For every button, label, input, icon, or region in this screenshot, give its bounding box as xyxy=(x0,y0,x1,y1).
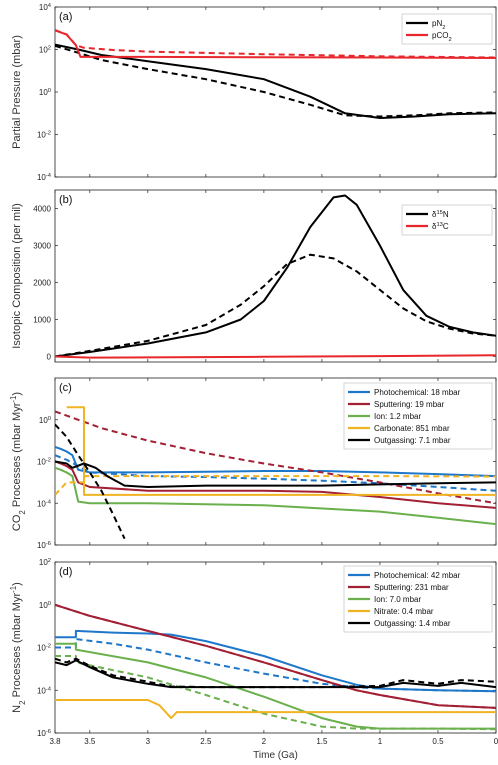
legend-entry: Ion: 7.0 mbar xyxy=(374,595,421,604)
y-axis-label: CO2 Processes (mbar Myr-1) xyxy=(9,392,27,531)
panel-label: (b) xyxy=(59,194,72,206)
y-tick-label: 4000 xyxy=(33,204,51,213)
panel-3: 100 10-2 10-4 10-6 (c) CO2 Processes (mbar My… xyxy=(9,377,497,550)
series-group xyxy=(55,406,496,540)
series-group xyxy=(55,194,496,359)
series-line-2 xyxy=(55,253,496,358)
legend-entry: Photochemical: 18 mbar xyxy=(374,388,461,397)
y-tick-label: 10-2 xyxy=(37,644,51,653)
x-tick-label: 0 xyxy=(494,737,498,746)
x-tick-label: 3.5 xyxy=(84,737,96,746)
axes-frame xyxy=(54,189,497,363)
y-tick-label: 100 xyxy=(39,416,51,425)
series-line-1 xyxy=(55,445,496,478)
series-line-2 xyxy=(55,638,496,693)
legend-box xyxy=(401,204,493,236)
x-tick-label: 1 xyxy=(378,737,383,746)
legend-entry: Outgassing: 1.4 mbar xyxy=(374,619,451,628)
y-axis-label: Partial Pressure (mbar) xyxy=(11,35,23,149)
legend: Photochemical: 18 mbar Sputtering: 19 mba… xyxy=(343,382,493,450)
x-tick-label: 2 xyxy=(262,737,267,746)
panel-2: 4000 3000 2000 1000 0 (b) Isotopic Composition… xyxy=(11,189,497,363)
series-line-3 xyxy=(55,354,496,359)
series-line-4 xyxy=(55,29,496,59)
series-line-7 xyxy=(55,699,496,720)
y-tick-label: 10-4 xyxy=(37,173,52,182)
series-line-8 xyxy=(55,659,496,689)
y-tick-label: 10-6 xyxy=(37,541,51,550)
series-line-3 xyxy=(55,460,496,509)
x-tick-label: 1.5 xyxy=(316,737,328,746)
y-tick-label: 10-2 xyxy=(37,458,51,467)
series-line-7 xyxy=(55,475,496,496)
legend-entry: pN2 xyxy=(432,19,445,31)
y-tick-label: 104 xyxy=(39,3,52,12)
series-line-9 xyxy=(55,657,496,689)
y-tick-label: 102 xyxy=(39,46,51,55)
legend-entry: Sputtering: 19 mbar xyxy=(374,400,445,409)
series-line-1 xyxy=(55,629,496,693)
series-line-1 xyxy=(55,43,496,119)
legend-box xyxy=(401,13,493,45)
x-tick-label: 3.8 xyxy=(49,737,61,746)
y-tick-label: 100 xyxy=(39,88,51,97)
legend-entry: δ13C xyxy=(432,222,449,231)
panel-label: (a) xyxy=(59,11,72,23)
series-group xyxy=(55,603,496,731)
legend-entry: Sputtering: 231 mbar xyxy=(374,583,449,592)
y-tick-label: 10-4 xyxy=(37,686,52,695)
series-line-1 xyxy=(55,194,496,358)
series-line-2 xyxy=(55,44,496,118)
legend: δ15N δ13C xyxy=(401,204,493,236)
legend: Photochemical: 42 mbar Sputtering: 231 mb… xyxy=(343,565,493,633)
legend-entry: Photochemical: 42 mbar xyxy=(374,571,461,580)
y-axis-label: N2 Processes (mbar Myr-1) xyxy=(9,582,27,713)
panel-4: 102 100 10-2 10-4 10-63.8 3.5 3 2.5 2 1.5 1 0.5 0 (d)… xyxy=(9,558,498,746)
series-line-9 xyxy=(55,423,126,540)
series-line-5 xyxy=(55,642,496,730)
x-tick-label: 0.5 xyxy=(432,737,444,746)
series-line-3 xyxy=(55,603,496,709)
series-line-4 xyxy=(55,410,496,505)
y-tick-label: 100 xyxy=(39,601,51,610)
panel-label: (d) xyxy=(59,566,72,578)
y-tick-label: 10-2 xyxy=(37,131,51,140)
panel-1: 104 102 100 10-2 10-4 (a) Partial Pressure (mb… xyxy=(11,3,497,182)
y-tick-label: 0 xyxy=(47,352,52,361)
legend-entry: Nitrate: 0.4 mbar xyxy=(374,607,434,616)
panel-label: (c) xyxy=(59,382,72,394)
y-tick-label: 10-6 xyxy=(37,729,51,738)
legend-entry: Ion: 1.2 mbar xyxy=(374,412,421,421)
legend-entry: pCO2 xyxy=(432,31,452,43)
legend-entry: Outgassing: 7.1 mbar xyxy=(374,436,451,445)
series-group xyxy=(55,29,496,119)
legend-entry: Carbonate: 851 mbar xyxy=(374,424,450,433)
series-line-6 xyxy=(66,406,496,496)
y-tick-label: 1000 xyxy=(33,315,51,324)
y-tick-label: 10-4 xyxy=(37,499,52,508)
series-line-3 xyxy=(55,29,496,59)
y-tick-label: 102 xyxy=(39,558,51,567)
series-line-5 xyxy=(55,466,496,526)
y-tick-label: 2000 xyxy=(33,278,51,287)
x-tick-label: 2.5 xyxy=(200,737,212,746)
series-line-8 xyxy=(55,460,496,488)
y-axis-label: Isotopic Composition (per mil) xyxy=(11,203,23,349)
legend-entry: δ15N xyxy=(432,210,449,219)
x-axis-label: Time (Ga) xyxy=(253,750,298,761)
x-tick-label: 3 xyxy=(146,737,151,746)
y-tick-label: 3000 xyxy=(33,241,51,250)
